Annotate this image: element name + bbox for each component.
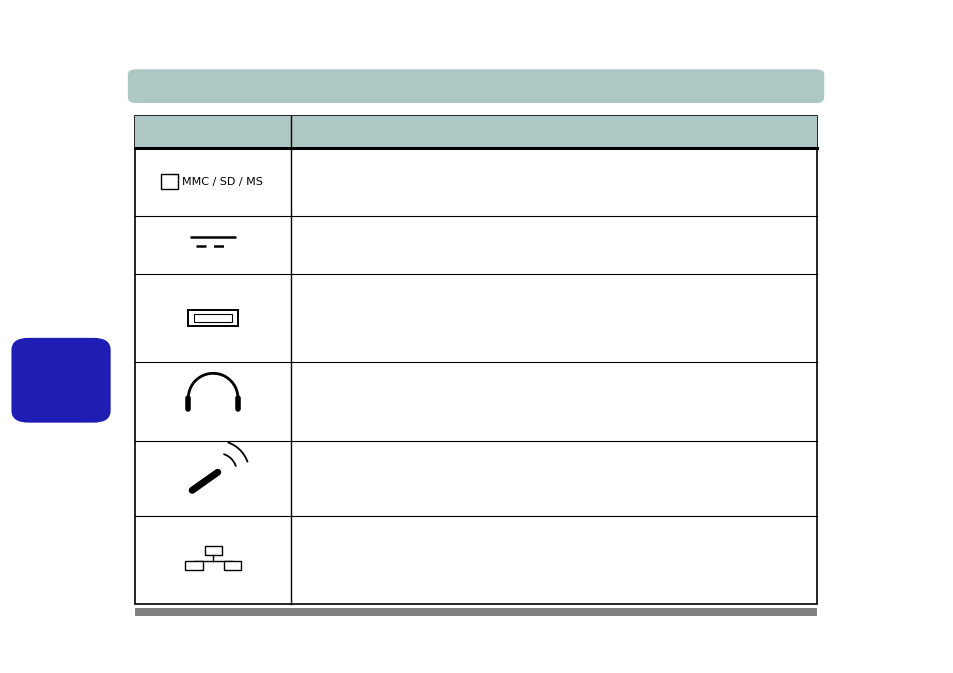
Bar (135, 116, 291, 147)
Bar (160, 174, 177, 189)
Bar (188, 310, 237, 326)
Bar (204, 546, 221, 555)
Bar (223, 561, 240, 570)
Bar (193, 314, 232, 322)
Text: MMC / SD / MS: MMC / SD / MS (181, 176, 262, 186)
Bar (135, 116, 816, 604)
FancyBboxPatch shape (128, 69, 823, 103)
FancyBboxPatch shape (11, 338, 111, 423)
Bar (291, 116, 816, 147)
Bar (135, 608, 816, 616)
Bar (185, 561, 202, 570)
